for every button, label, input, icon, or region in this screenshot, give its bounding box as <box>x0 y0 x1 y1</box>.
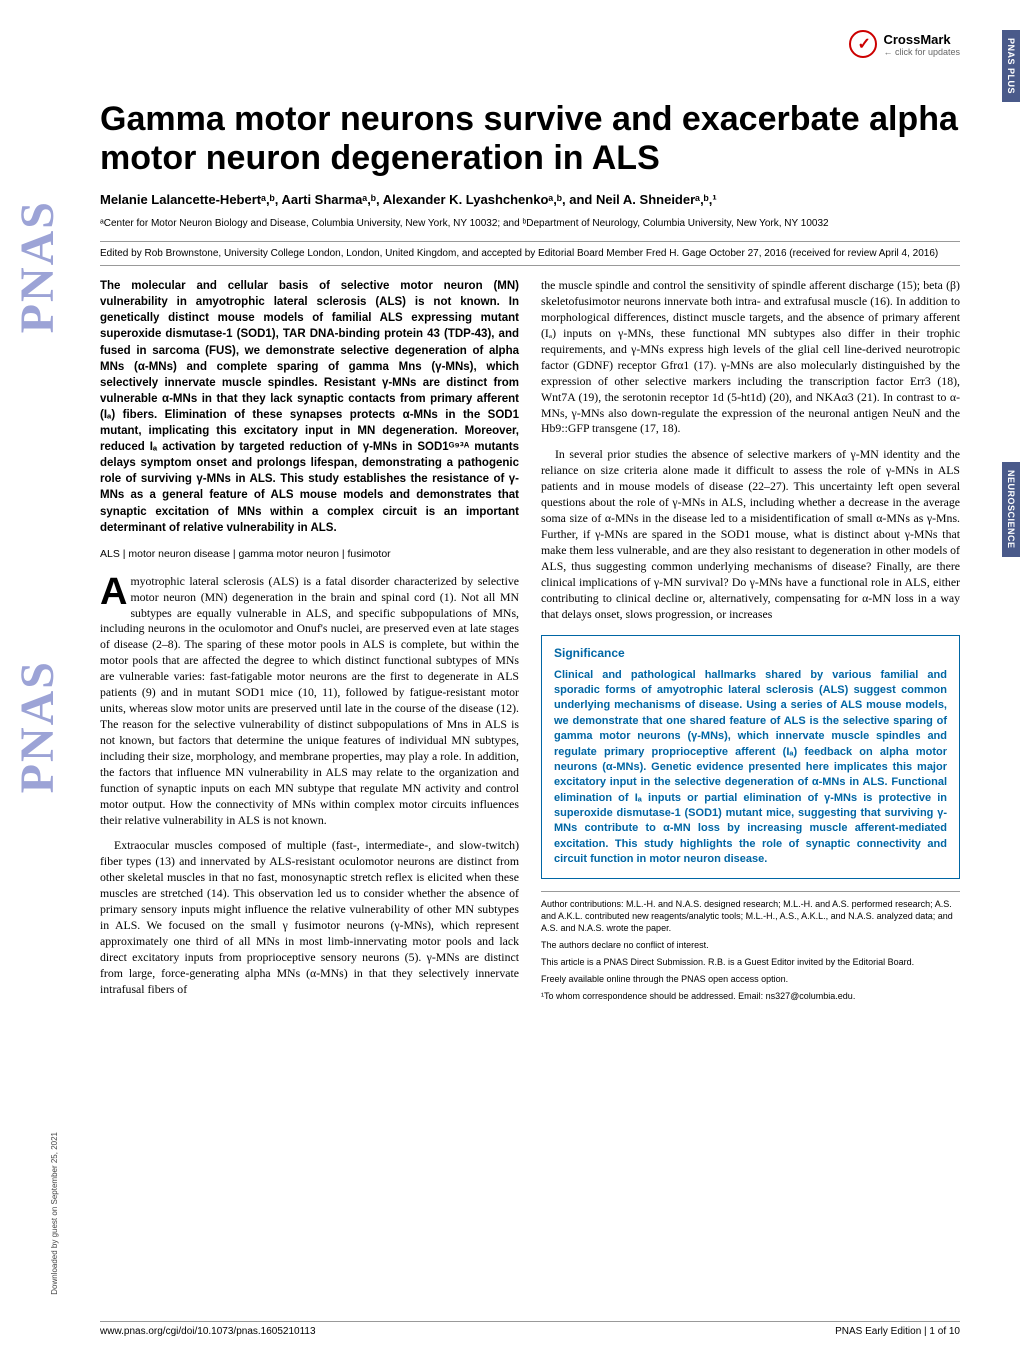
article-title: Gamma motor neurons survive and exacerba… <box>100 100 960 178</box>
body-col2-p1: the muscle spindle and control the sensi… <box>541 278 960 437</box>
body-text-col2: the muscle spindle and control the sensi… <box>541 278 960 622</box>
body-p2: Extraocular muscles composed of multiple… <box>100 838 519 997</box>
body-text-col1: Amyotrophic lateral sclerosis (ALS) is a… <box>100 574 519 998</box>
conflict-note: The authors declare no conflict of inter… <box>541 939 960 951</box>
crossmark-badge[interactable]: CrossMark ← click for updates <box>849 30 960 58</box>
edited-by: Edited by Rob Brownstone, University Col… <box>100 241 960 266</box>
footer-page: PNAS Early Edition | 1 of 10 <box>835 1326 960 1337</box>
crossmark-label: CrossMark <box>883 32 960 47</box>
body-p1: myotrophic lateral sclerosis (ALS) is a … <box>100 574 519 827</box>
dropcap: A <box>100 574 130 608</box>
body-col2-p2: In several prior studies the absence of … <box>541 447 960 622</box>
crossmark-sub: ← click for updates <box>883 47 960 57</box>
left-column: The molecular and cellular basis of sele… <box>100 278 519 1007</box>
right-column: the muscle spindle and control the sensi… <box>541 278 960 1007</box>
two-column-layout: The molecular and cellular basis of sele… <box>100 278 960 1007</box>
footer-doi: www.pnas.org/cgi/doi/10.1073/pnas.160521… <box>100 1326 316 1337</box>
significance-box: Significance Clinical and pathological h… <box>541 635 960 879</box>
affiliations: ᵃCenter for Motor Neuron Biology and Dis… <box>100 217 960 231</box>
keywords: ALS | motor neuron disease | gamma motor… <box>100 548 519 560</box>
authors: Melanie Lalancette-Hebertᵃ,ᵇ, Aarti Shar… <box>100 192 960 207</box>
significance-title: Significance <box>554 646 947 660</box>
open-access-note: Freely available online through the PNAS… <box>541 973 960 985</box>
correspondence-note: ¹To whom correspondence should be addres… <box>541 990 960 1002</box>
significance-text: Clinical and pathological hallmarks shar… <box>554 668 947 868</box>
author-contributions: Author contributions: M.L.-H. and N.A.S.… <box>541 891 960 934</box>
crossmark-icon <box>849 30 877 58</box>
page-footer: www.pnas.org/cgi/doi/10.1073/pnas.160521… <box>100 1321 960 1337</box>
abstract: The molecular and cellular basis of sele… <box>100 278 519 536</box>
direct-submission-note: This article is a PNAS Direct Submission… <box>541 956 960 968</box>
